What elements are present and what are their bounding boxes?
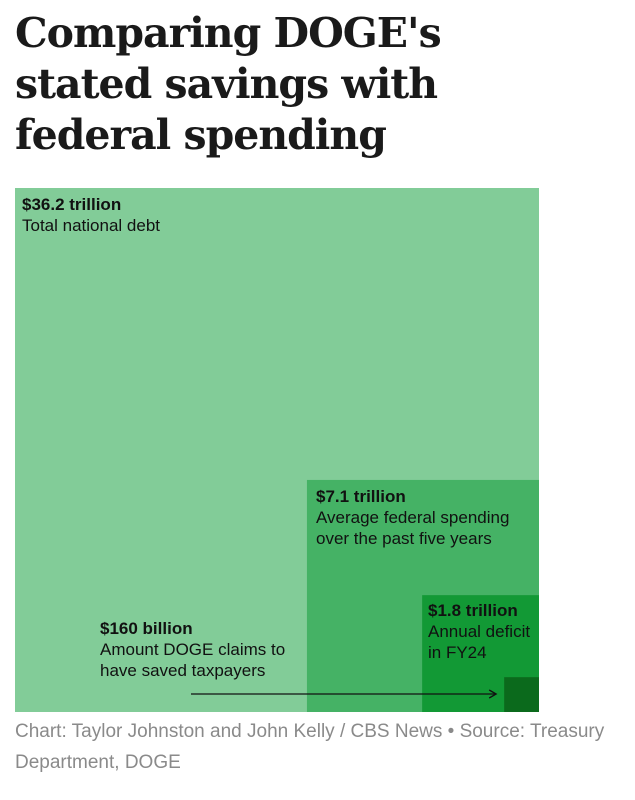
label-deficit-description: Annual deficit in FY24 [428, 622, 531, 662]
chart-title: Comparing DOGE's stated savings with fed… [15, 9, 442, 159]
doge-arrow-head [488, 689, 498, 699]
chart-source: Chart: Taylor Johnston and John Kelly / … [15, 721, 605, 773]
label-doge-description: Amount DOGE claims to have saved taxpaye… [100, 640, 286, 680]
label-debt: $36.2 trillion Total national debt [22, 194, 322, 236]
label-spending: $7.1 trillion Average federal spending o… [316, 486, 526, 549]
label-spending-description: Average federal spending over the past f… [316, 508, 510, 548]
label-debt-description: Total national debt [22, 216, 160, 235]
label-deficit: $1.8 trillion Annual deficit in FY24 [428, 600, 538, 663]
label-spending-value: $7.1 trillion [316, 487, 406, 506]
label-deficit-value: $1.8 trillion [428, 601, 518, 620]
chart-area: $36.2 trillion Total national debt $7.1 … [15, 188, 539, 712]
label-doge: $160 billion Amount DOGE claims to have … [100, 618, 290, 681]
chart-svg [15, 188, 539, 712]
square-doge-savings [504, 677, 539, 712]
label-debt-value: $36.2 trillion [22, 195, 122, 214]
label-doge-value: $160 billion [100, 619, 193, 638]
